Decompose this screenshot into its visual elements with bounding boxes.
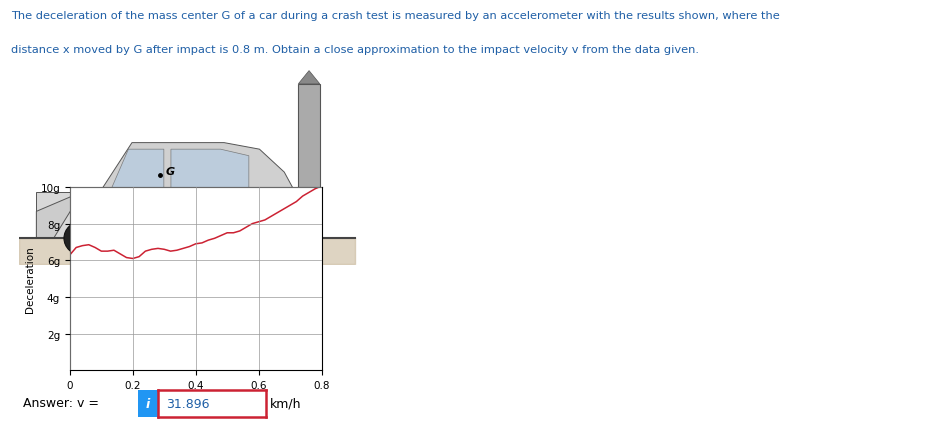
Circle shape [64,222,101,256]
Polygon shape [298,84,320,238]
Text: G: G [166,166,174,176]
Circle shape [224,222,260,256]
Circle shape [75,231,90,246]
Polygon shape [36,192,295,238]
Text: km/h: km/h [270,396,302,409]
Text: Answer: v =: Answer: v = [23,396,103,409]
Text: i: i [146,397,150,410]
Text: 31.896: 31.896 [166,397,210,410]
X-axis label: x, m: x, m [183,396,209,409]
Circle shape [234,231,250,246]
Polygon shape [298,72,320,84]
Text: The deceleration of the mass center G of a car during a crash test is measured b: The deceleration of the mass center G of… [11,11,780,20]
Polygon shape [82,143,295,192]
Polygon shape [171,150,249,190]
Text: distance x moved by G after impact is 0.8 m. Obtain a close approximation to the: distance x moved by G after impact is 0.… [11,45,699,55]
Polygon shape [103,150,164,190]
Polygon shape [36,192,82,238]
Y-axis label: Deceleration: Deceleration [25,246,34,312]
Text: x: x [89,246,96,256]
